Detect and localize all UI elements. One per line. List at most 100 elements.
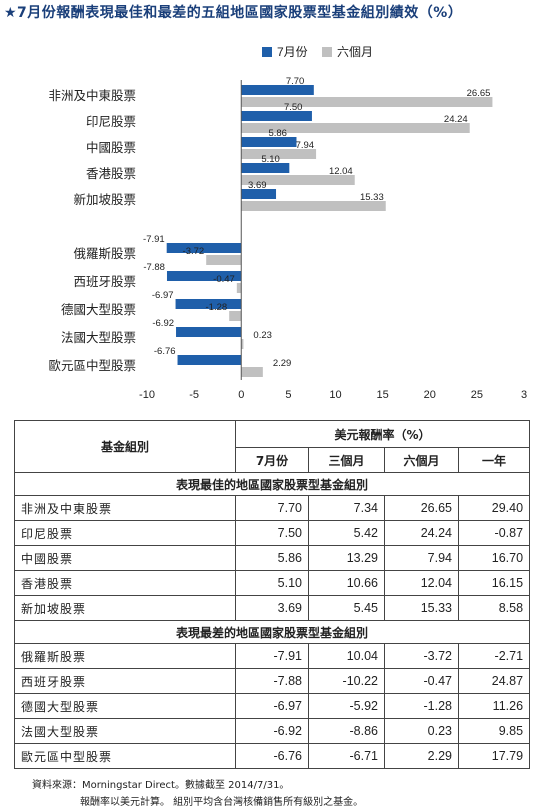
cell-1y: -0.87: [457, 520, 531, 546]
cell-3m: 7.34: [308, 495, 385, 521]
data-label: 7.94: [296, 140, 315, 151]
x-tick-label: 3: [521, 389, 527, 401]
category-label: 印尼股票: [86, 115, 136, 129]
cell-6m: 26.65: [384, 495, 459, 521]
cell-6m: -3.72: [384, 643, 459, 669]
cell-1y: 16.70: [457, 545, 531, 571]
bar-jul: [166, 243, 242, 253]
header-col-1m: 7月份: [235, 447, 309, 473]
row-name: 法國大型股票: [14, 718, 236, 744]
legend-label: 7月份: [277, 45, 308, 59]
category-label: 歐元區中型股票: [48, 358, 136, 373]
cell-1m: -7.91: [235, 643, 309, 669]
cell-3m: -6.71: [308, 743, 385, 769]
header-usd-return: 美元報酬率（%）: [234, 420, 531, 448]
cell-1m: -6.97: [235, 693, 309, 719]
data-label: 5.86: [268, 128, 287, 139]
cell-6m: 24.24: [384, 520, 459, 546]
row-name: 俄羅斯股票: [14, 643, 236, 669]
cell-1y: 24.87: [457, 668, 531, 694]
header-col-1y: 一年: [457, 447, 531, 473]
bar-6m: [236, 283, 242, 293]
data-label: -3.72: [183, 246, 205, 257]
cell-1m: 7.70: [235, 495, 309, 521]
header-col-6m: 六個月: [384, 447, 459, 473]
bar-6m: [241, 339, 244, 349]
data-label: 5.10: [261, 154, 280, 165]
category-label: 俄羅斯股票: [73, 247, 136, 261]
bar-jul: [241, 163, 290, 173]
cell-6m: -0.47: [384, 668, 459, 694]
data-label: 0.23: [253, 330, 272, 341]
footnote-method: 報酬率以美元計算。 組別平均含台灣核備銷售所有級別之基金。: [80, 797, 364, 808]
category-label: 新加坡股票: [73, 192, 136, 207]
data-label: -7.88: [143, 262, 165, 273]
bar-6m: [241, 201, 386, 211]
category-label: 香港股票: [86, 167, 136, 181]
table-row: 新加坡股票 3.69 5.45 15.33 8.58: [14, 595, 531, 621]
category-label: 中國股票: [86, 140, 136, 155]
footnote-source: 資料來源：Morningstar Direct。數據截至 2014/7/31。: [32, 780, 290, 791]
x-tick-label: 5: [285, 389, 291, 401]
x-tick-label: 20: [424, 389, 436, 401]
cell-1y: 16.15: [457, 570, 531, 596]
x-tick-label: -5: [189, 389, 199, 401]
bar-jul: [241, 189, 277, 199]
table-row: 德國大型股票 -6.97 -5.92 -1.28 11.26: [14, 693, 531, 719]
cell-1m: 7.50: [235, 520, 309, 546]
bar-6m: [241, 175, 355, 185]
row-name: 歐元區中型股票: [14, 743, 236, 769]
row-name: 香港股票: [14, 570, 236, 596]
data-label: -6.97: [152, 290, 174, 301]
data-label: 7.50: [284, 102, 303, 113]
table-row: 中國股票 5.86 13.29 7.94 16.70: [14, 545, 531, 571]
header-col-3m: 三個月: [308, 447, 385, 473]
cell-1y: -2.71: [457, 643, 531, 669]
bar-jul: [166, 271, 242, 281]
data-label: -1.28: [206, 302, 228, 313]
table-row: 歐元區中型股票 -6.76 -6.71 2.29 17.79: [14, 743, 531, 769]
row-name: 印尼股票: [14, 520, 236, 546]
table-row: 香港股票 5.10 10.66 12.04 16.15: [14, 570, 531, 596]
table-row: 法國大型股票 -6.92 -8.86 0.23 9.85: [14, 718, 531, 744]
cell-3m: -10.22: [308, 668, 385, 694]
cell-1m: -6.76: [235, 743, 309, 769]
cell-6m: 0.23: [384, 718, 459, 744]
bar-chart: 非洲及中東股票 7.70 26.65 印尼股票 7.50 24.24 中國股票 5.86 7.9…: [48, 45, 527, 401]
data-label: 12.04: [329, 166, 353, 177]
data-label: 15.33: [360, 192, 384, 203]
table-row: 印尼股票 7.50 5.42 24.24 -0.87: [14, 520, 531, 546]
table-row: 非洲及中東股票 7.70 7.34 26.65 29.40: [14, 495, 531, 521]
performance-table: 基金組別 美元報酬率（%） 7月份 三個月 六個月 一年 表現最佳的地區國家股票…: [13, 420, 531, 769]
cell-3m: 10.04: [308, 643, 385, 669]
cell-1y: 29.40: [457, 495, 531, 521]
category-label: 西班牙股票: [73, 275, 136, 289]
row-name: 德國大型股票: [14, 693, 236, 719]
data-label: -7.91: [143, 234, 165, 245]
header-fund-group: 基金組別: [14, 420, 236, 473]
bar-6m: [206, 255, 242, 265]
bar-jul: [241, 137, 297, 147]
bar-6m: [241, 367, 263, 377]
data-label: -6.76: [154, 346, 176, 357]
category-label: 德國大型股票: [61, 302, 136, 317]
x-tick-label: -10: [139, 389, 155, 401]
table-row: 西班牙股票 -7.88 -10.22 -0.47 24.87: [14, 668, 531, 694]
cell-3m: -5.92: [308, 693, 385, 719]
cell-1y: 11.26: [457, 693, 531, 719]
bar-6m: [229, 311, 242, 321]
cell-1y: 8.58: [457, 595, 531, 621]
data-label: 7.70: [286, 76, 305, 87]
data-label: -6.92: [152, 318, 174, 329]
cell-1y: 17.79: [457, 743, 531, 769]
legend-swatch: [322, 47, 332, 57]
legend-swatch: [262, 47, 272, 57]
bar-jul: [175, 299, 242, 309]
cell-3m: 13.29: [308, 545, 385, 571]
cell-1y: 9.85: [457, 718, 531, 744]
x-tick-label: 0: [238, 389, 244, 401]
cell-1m: 3.69: [235, 595, 309, 621]
bar-jul: [176, 327, 242, 337]
cell-1m: 5.10: [235, 570, 309, 596]
cell-6m: 2.29: [384, 743, 459, 769]
